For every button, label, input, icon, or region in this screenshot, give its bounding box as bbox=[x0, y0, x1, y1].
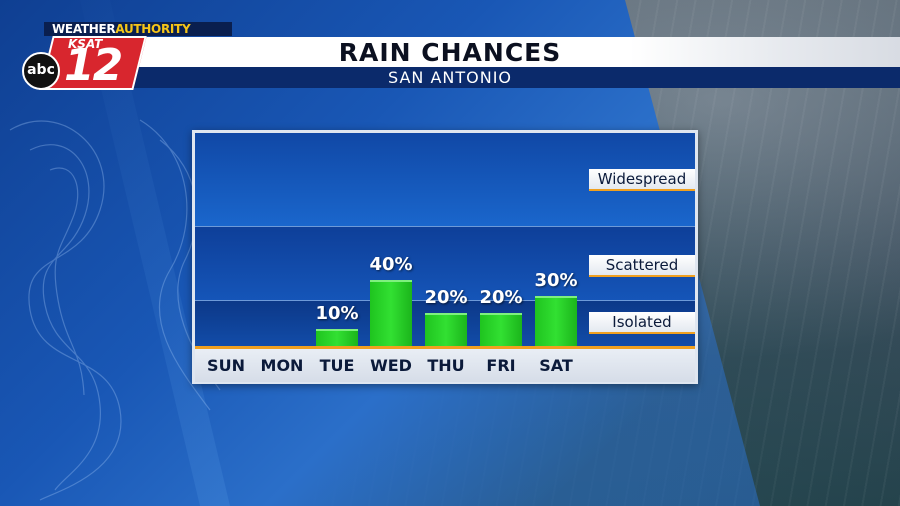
bar-value-label-sat: 30% bbox=[534, 270, 578, 291]
topographic-contour-decoration bbox=[9, 119, 221, 501]
bar-fri bbox=[480, 313, 522, 346]
ksat-logo: KSAT 12 bbox=[56, 36, 140, 90]
day-label-sun: SUN bbox=[207, 356, 245, 375]
day-label-tue: TUE bbox=[319, 356, 355, 375]
bar-value-label-wed: 40% bbox=[369, 254, 413, 275]
level-tag-scattered: Scattered bbox=[589, 255, 695, 277]
day-label-mon: MON bbox=[260, 356, 304, 375]
day-label-row bbox=[195, 349, 695, 382]
bar-tue bbox=[316, 329, 358, 346]
bar-thu bbox=[425, 313, 467, 346]
bar-sat bbox=[535, 296, 577, 346]
band-divider bbox=[195, 226, 695, 227]
level-tag-isolated: Isolated bbox=[589, 312, 695, 334]
title-bar bbox=[128, 37, 900, 67]
bar-value-label-thu: 20% bbox=[424, 287, 468, 308]
page-title: RAIN CHANCES bbox=[338, 38, 562, 67]
day-label-wed: WED bbox=[370, 356, 412, 375]
ksat-logo-station: KSAT bbox=[68, 37, 103, 51]
ksat-logo-channel: 12 bbox=[64, 40, 123, 91]
level-tag-widespread: Widespread bbox=[589, 169, 695, 191]
bar-value-label-fri: 20% bbox=[479, 287, 523, 308]
subtitle-bar bbox=[128, 67, 900, 88]
abc-network-logo: abc bbox=[22, 52, 60, 90]
bar-wed bbox=[370, 280, 412, 346]
day-label-thu: THU bbox=[427, 356, 465, 375]
page-subtitle: SAN ANTONIO bbox=[387, 68, 512, 87]
weather-authority-banner: WEATHERAUTHORITY bbox=[44, 22, 232, 36]
band-divider bbox=[195, 300, 695, 301]
day-label-fri: FRI bbox=[486, 356, 516, 375]
weather-suffix: AUTHORITY bbox=[115, 22, 191, 36]
weather-prefix: WEATHER bbox=[52, 22, 116, 36]
chart-baseline bbox=[195, 346, 695, 349]
bar-value-label-tue: 10% bbox=[315, 303, 359, 324]
day-label-sat: SAT bbox=[539, 356, 573, 375]
